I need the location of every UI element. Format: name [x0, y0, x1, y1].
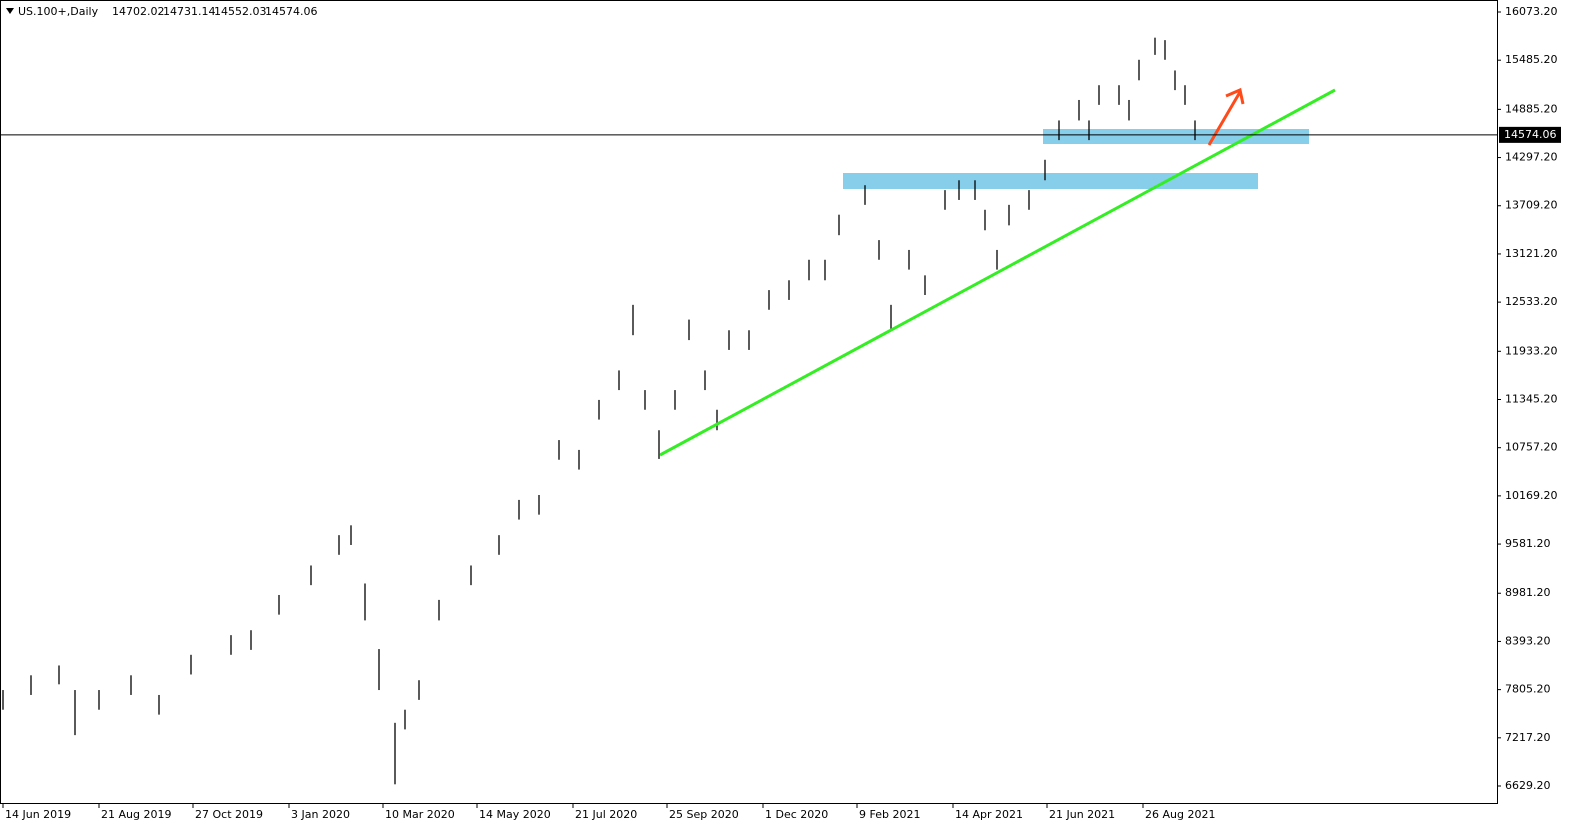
x-tick-label: 25 Sep 2020: [669, 808, 739, 821]
y-tick-label: 11933.20: [1505, 344, 1558, 357]
plot-frame: [0, 0, 1498, 804]
header-value: 14702.02: [112, 5, 165, 18]
x-tick-label: 9 Feb 2021: [859, 808, 920, 821]
y-tick-label: 8981.20: [1505, 586, 1551, 599]
last-price-label: 14574.06: [1504, 128, 1557, 141]
y-tick-label: 15485.20: [1505, 53, 1558, 66]
y-tick-label: 10169.20: [1505, 489, 1558, 502]
x-tick-label: 3 Jan 2020: [291, 808, 350, 821]
x-tick-label: 27 Oct 2019: [195, 808, 263, 821]
x-tick-label: 14 May 2020: [479, 808, 551, 821]
y-tick-label: 13121.20: [1505, 247, 1558, 260]
x-tick-label: 21 Jun 2021: [1049, 808, 1115, 821]
y-tick-label: 7217.20: [1505, 731, 1551, 744]
symbol: US.100+,Daily: [18, 5, 99, 18]
x-tick-label: 14 Jun 2019: [5, 808, 71, 821]
y-tick-label: 8393.20: [1505, 634, 1551, 647]
header-value: 14552.03: [214, 5, 267, 18]
y-tick-label: 7805.20: [1505, 683, 1551, 696]
x-tick-label: 21 Jul 2020: [575, 808, 637, 821]
arrow: [1207, 87, 1245, 146]
trend-line: [659, 88, 1336, 457]
y-tick-label: 10757.20: [1505, 441, 1558, 454]
y-tick-label: 14297.20: [1505, 151, 1558, 164]
y-tick-label: 9581.20: [1505, 537, 1551, 550]
y-tick-label: 12533.20: [1505, 295, 1558, 308]
header-value: 14731.14: [163, 5, 216, 18]
zone: [1043, 129, 1309, 144]
menu-icon[interactable]: [6, 8, 14, 14]
y-tick-label: 14885.20: [1505, 102, 1558, 115]
x-tick-label: 10 Mar 2020: [385, 808, 455, 821]
y-tick-label: 11345.20: [1505, 392, 1558, 405]
header-value: 14574.06: [265, 5, 318, 18]
y-tick-label: 6629.20: [1505, 779, 1551, 792]
y-tick-label: 16073.20: [1505, 5, 1558, 18]
y-tick-label: 13709.20: [1505, 199, 1558, 212]
x-tick-label: 21 Aug 2019: [101, 808, 171, 821]
last-price-box: [1499, 126, 1561, 143]
x-tick-label: 26 Aug 2021: [1145, 808, 1215, 821]
x-tick-label: 14 Apr 2021: [955, 808, 1023, 821]
zone: [843, 173, 1258, 189]
x-tick-label: 1 Dec 2020: [765, 808, 828, 821]
